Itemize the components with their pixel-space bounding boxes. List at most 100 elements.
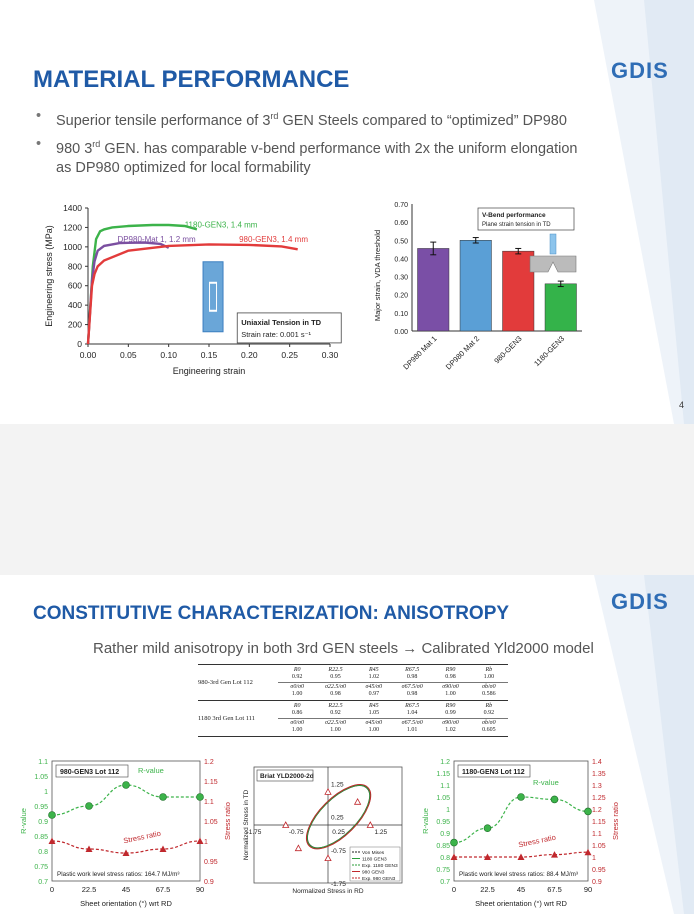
table-divider [278, 718, 508, 719]
r-value-point [550, 795, 559, 804]
s-header-cell: σ22.5/σ0 [324, 684, 347, 690]
x-tick-label: 0.30 [322, 350, 339, 360]
x-axis-label: Sheet orientation (°) wrt RD [475, 899, 567, 908]
yield-locus-curve [306, 784, 372, 850]
y-right-tick-label: 1.25 [592, 795, 606, 802]
y-tick-label: 0.60 [394, 220, 408, 227]
y-right-tick-label: 0.95 [204, 859, 218, 866]
x-tick-label: 0.15 [201, 350, 218, 360]
x-tick-label: 22.5 [82, 885, 97, 894]
y-tick-label: 800 [68, 261, 82, 271]
y-left-tick-label: 0.75 [34, 864, 48, 871]
stress-ratio-point [159, 845, 167, 852]
stress-ratio-point [517, 853, 525, 860]
s-value-cell: 0.98 [406, 691, 418, 697]
table-divider [278, 682, 508, 683]
lot-label: 1180 3rd Gen Lot 111 [198, 715, 256, 722]
category-label: 1180-GEN3 [532, 334, 566, 368]
exp-point [353, 797, 362, 805]
y-axis-label: Normalized Stress in TD [243, 790, 250, 861]
s-value-cell: 0.98 [330, 691, 341, 697]
annotation-box [236, 312, 342, 344]
vbend-punch-icon [549, 233, 557, 255]
bullet-item: 980 3rd GEN. has comparable v-bend perfo… [36, 135, 596, 178]
r-header-cell: R0 [293, 703, 301, 709]
r-value-point [122, 781, 130, 789]
y-left-tick-label: 1 [44, 789, 48, 796]
x-tick-label: 0.00 [80, 350, 97, 360]
s-value-cell: 1.00 [330, 727, 341, 733]
annotation-line: Uniaxial Tension in TD [241, 318, 321, 327]
r-value-cell: 0.95 [330, 674, 341, 680]
y-left-tick-label: 1.2 [440, 759, 450, 766]
s-value-cell: 1.00 [291, 727, 303, 733]
r-header-cell: R22.5 [328, 703, 343, 709]
x-axis-label: Normalized Stress in RD [292, 888, 363, 895]
s-header-cell: σ45/σ0 [365, 684, 383, 690]
y-right-tick-label: 1.05 [204, 819, 218, 826]
y-right-tick-label: 1.15 [204, 779, 218, 786]
s-header-cell: σ90/σ0 [442, 684, 459, 690]
s-header-cell: σ0/σ0 [290, 684, 304, 690]
s-value-cell: 1.00 [368, 727, 380, 733]
gdis-logo: GDIS [611, 589, 669, 614]
y-right-tick-label: 1.4 [592, 759, 602, 766]
slide-material-performance: GDIS MATERIAL PERFORMANCE Superior tensi… [0, 0, 694, 424]
y-tick-label: 0.30 [394, 275, 408, 282]
y-left-tick-label: 0.75 [436, 867, 450, 874]
x-tick-label: 90 [584, 885, 592, 894]
tensile-curve-chart: 0 200 400 600 800 1000 1200 1400 0.00 0.05 0.10 0.1… [44, 203, 342, 376]
y-left-axis-label: R-value [421, 808, 430, 834]
y-right-tick-label: 1.35 [592, 771, 606, 778]
y-right-tick-label: 1.3 [592, 783, 602, 790]
y-tick-label: 0 [77, 339, 82, 349]
legend-label: Von Mises [362, 850, 385, 856]
y-right-tick-label: 1.2 [592, 807, 602, 814]
x-tick-label: 0.25 [332, 829, 345, 836]
chart-subtitle: Plane strain tension in TD [482, 222, 551, 228]
slide-title: MATERIAL PERFORMANCE [33, 66, 350, 93]
series-line [86, 223, 198, 345]
bar [544, 283, 577, 332]
x-tick-label: 0 [452, 885, 456, 894]
x-tick-label: 22.5 [480, 885, 495, 894]
x-tick-label: 1.25 [375, 829, 388, 836]
y-right-axis-label: Stress ratio [611, 802, 620, 840]
legend-label: Exp. 980 GEN3 [362, 876, 396, 882]
y-tick-label: 0.25 [331, 815, 344, 822]
r-value-cell: 0.92 [330, 710, 341, 716]
bullet-item: Superior tensile performance of 3rd GEN … [36, 107, 596, 131]
table-block: 980-3rd Gen Lot 112 R0 R22.5 R45 R67.5 R90 Rb 0… [198, 664, 508, 700]
bar [459, 240, 492, 332]
annotation-line: Strain rate: 0.001 s⁻¹ [241, 330, 311, 339]
s-value-cell: 0.605 [482, 727, 496, 733]
series-line [86, 241, 170, 345]
y-tick-label: 0.50 [394, 238, 408, 245]
y-right-tick-label: 1 [204, 839, 208, 846]
y-right-axis-label: Stress ratio [223, 802, 232, 840]
y-left-tick-label: 0.95 [34, 804, 48, 811]
s-header-cell: σb/σ0 [482, 720, 496, 726]
series-label: 980-GEN3, 1.4 mm [239, 235, 308, 244]
exp-point [282, 821, 290, 828]
y-left-tick-label: 0.95 [436, 819, 450, 826]
y-left-tick-label: 0.7 [38, 879, 48, 886]
x-tick-label: 90 [196, 885, 204, 894]
chart-title: 1180-GEN3 Lot 112 [462, 769, 525, 776]
specimen-neck [210, 283, 217, 310]
y-tick-label: -0.75 [331, 848, 346, 855]
x-tick-label: 45 [122, 885, 130, 894]
y-tick-label: -1.75 [331, 881, 346, 888]
y-right-tick-label: 1.2 [204, 759, 214, 766]
slide-title: CONSTITUTIVE CHARACTERIZATION: ANISOTROP… [33, 603, 510, 624]
y-left-tick-label: 0.8 [38, 849, 48, 856]
series-label: Stress ratio [123, 829, 162, 846]
chart-note: Plastic work level stress ratios: 88.4 M… [459, 871, 578, 878]
x-tick-label: 0.10 [160, 350, 177, 360]
x-tick-label: 0.05 [120, 350, 137, 360]
series-line [86, 243, 298, 345]
stress-ratio-point [196, 837, 204, 844]
stress-ratio-point [551, 851, 558, 858]
s-value-cell: 1.01 [406, 727, 418, 733]
s-value-cell: 0.586 [482, 691, 496, 697]
